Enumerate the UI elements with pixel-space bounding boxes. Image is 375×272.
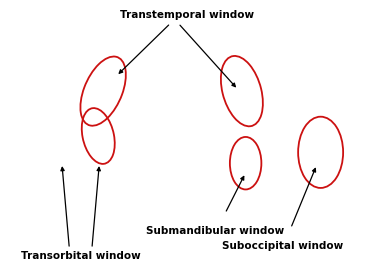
Text: Transorbital window: Transorbital window (21, 251, 141, 261)
Text: Submandibular window: Submandibular window (147, 226, 285, 236)
Text: Suboccipital window: Suboccipital window (222, 241, 344, 251)
Text: Transtemporal window: Transtemporal window (120, 10, 255, 20)
